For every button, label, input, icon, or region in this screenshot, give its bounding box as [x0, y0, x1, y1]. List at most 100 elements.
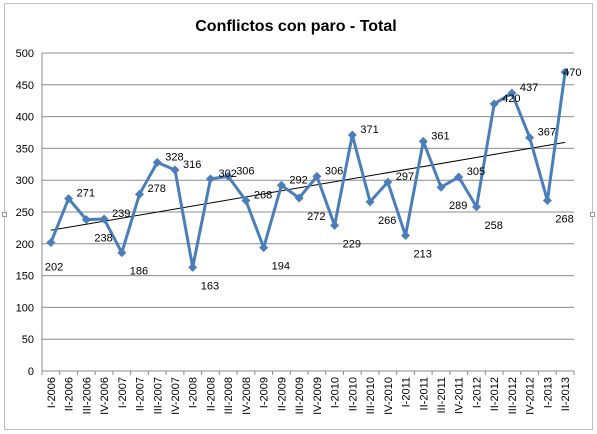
x-tick-label: III-2006 [81, 377, 93, 414]
data-point-marker [259, 243, 269, 253]
data-label: 268 [254, 190, 272, 202]
data-label: 306 [325, 165, 343, 177]
data-label: 186 [130, 266, 148, 278]
x-tick-label: II-2007 [135, 377, 147, 411]
data-point-marker [489, 99, 499, 109]
data-point-marker [560, 67, 570, 77]
resize-handle-right[interactable] [590, 212, 595, 217]
x-tick-label: IV-2007 [170, 377, 182, 415]
x-tick-label: I-2006 [46, 377, 58, 408]
x-tick-label: II-2010 [347, 377, 359, 411]
data-label: 239 [112, 208, 130, 220]
x-tick-label: III-2008 [223, 377, 235, 414]
x-tick-label: IV-2011 [454, 377, 466, 414]
data-label: 271 [77, 188, 95, 200]
data-label: 302 [218, 168, 236, 180]
y-tick-label: 350 [16, 143, 34, 155]
series-line [49, 71, 567, 269]
x-tick-label: II-2008 [205, 377, 217, 411]
data-point-marker [365, 197, 375, 207]
data-label: 328 [165, 151, 183, 163]
x-tick-label: IV-2006 [99, 377, 111, 415]
data-point-marker [135, 189, 145, 199]
x-tick-label: IV-2008 [241, 377, 253, 415]
y-tick-label: 50 [22, 334, 34, 346]
x-tick-label: I-2013 [542, 377, 554, 408]
series-polyline [49, 71, 567, 269]
x-tick-label: IV-2009 [312, 377, 324, 415]
x-tick-label: I-2011 [401, 377, 413, 407]
gridlines [42, 52, 574, 372]
x-tick-label: III-2009 [294, 377, 306, 414]
data-point-marker [46, 238, 56, 248]
y-tick-label: 150 [16, 271, 34, 283]
data-label: 229 [343, 238, 361, 250]
series-markers [46, 67, 570, 272]
y-tick-label: 300 [16, 175, 34, 187]
y-tick-label: 200 [16, 239, 34, 251]
x-tick-label: III-2011 [436, 377, 448, 414]
x-tick-label: III-2012 [507, 377, 519, 414]
data-point-marker [64, 194, 74, 204]
y-tick-label: 450 [16, 80, 34, 92]
data-point-marker [383, 177, 393, 187]
data-point-marker [276, 180, 286, 190]
data-label: 266 [378, 215, 396, 227]
data-point-marker [205, 174, 215, 184]
data-point-marker [347, 130, 357, 140]
x-tick-label: III-2010 [365, 377, 377, 414]
x-tick-label: I-2009 [259, 377, 271, 408]
data-label: 367 [538, 127, 556, 139]
data-point-marker [436, 182, 446, 192]
data-point-marker [401, 231, 411, 241]
y-tick-label: 100 [16, 302, 34, 314]
data-label: 238 [94, 233, 112, 245]
data-point-marker [507, 88, 517, 98]
data-label: 289 [449, 200, 467, 212]
data-label: 272 [307, 211, 325, 223]
data-point-marker [117, 248, 127, 258]
x-axis: I-2006 II-2006 III-2006 IV-2006 I-2007 II-200… [41, 371, 575, 415]
data-label: 278 [148, 183, 166, 195]
x-tick-label: II-2013 [560, 377, 572, 411]
data-point-marker [99, 214, 109, 224]
x-tick-label: II-2006 [64, 377, 76, 411]
x-tick-label: IV-2012 [525, 377, 537, 415]
x-tick-label: I-2007 [117, 377, 129, 408]
data-label: 297 [396, 171, 414, 183]
data-label: 306 [236, 165, 254, 177]
data-point-marker [223, 171, 233, 181]
y-tick-label: 400 [16, 112, 34, 124]
data-label: 361 [431, 130, 449, 142]
data-point-marker [312, 171, 322, 181]
data-label: 470 [563, 67, 581, 79]
x-tick-label: II-2011 [418, 377, 430, 410]
data-label: 316 [183, 159, 201, 171]
data-label: 194 [272, 261, 290, 273]
y-tick-label: 0 [28, 366, 34, 378]
data-label: 371 [360, 124, 378, 136]
data-label: 213 [414, 249, 432, 261]
resize-handle-left[interactable] [2, 212, 7, 217]
data-point-marker [152, 157, 162, 167]
data-label: 202 [45, 262, 63, 274]
data-point-marker [188, 262, 198, 272]
data-label: 437 [520, 82, 538, 94]
x-tick-label: II-2012 [489, 377, 501, 411]
x-tick-label: IV-2010 [383, 377, 395, 415]
data-label: 420 [502, 93, 520, 105]
data-label: 305 [467, 166, 485, 178]
data-point-marker [241, 196, 251, 206]
x-tick-label: I-2010 [330, 377, 342, 408]
x-tick-label: I-2012 [471, 377, 483, 408]
data-point-marker [170, 165, 180, 175]
data-label: 292 [289, 174, 307, 186]
data-label: 268 [555, 214, 573, 226]
chart-title: Conflictos con paro - Total [195, 18, 396, 35]
x-tick-label: III-2007 [152, 377, 164, 414]
data-point-marker [418, 136, 428, 146]
data-point-marker [294, 193, 304, 203]
data-point-marker [542, 196, 552, 206]
